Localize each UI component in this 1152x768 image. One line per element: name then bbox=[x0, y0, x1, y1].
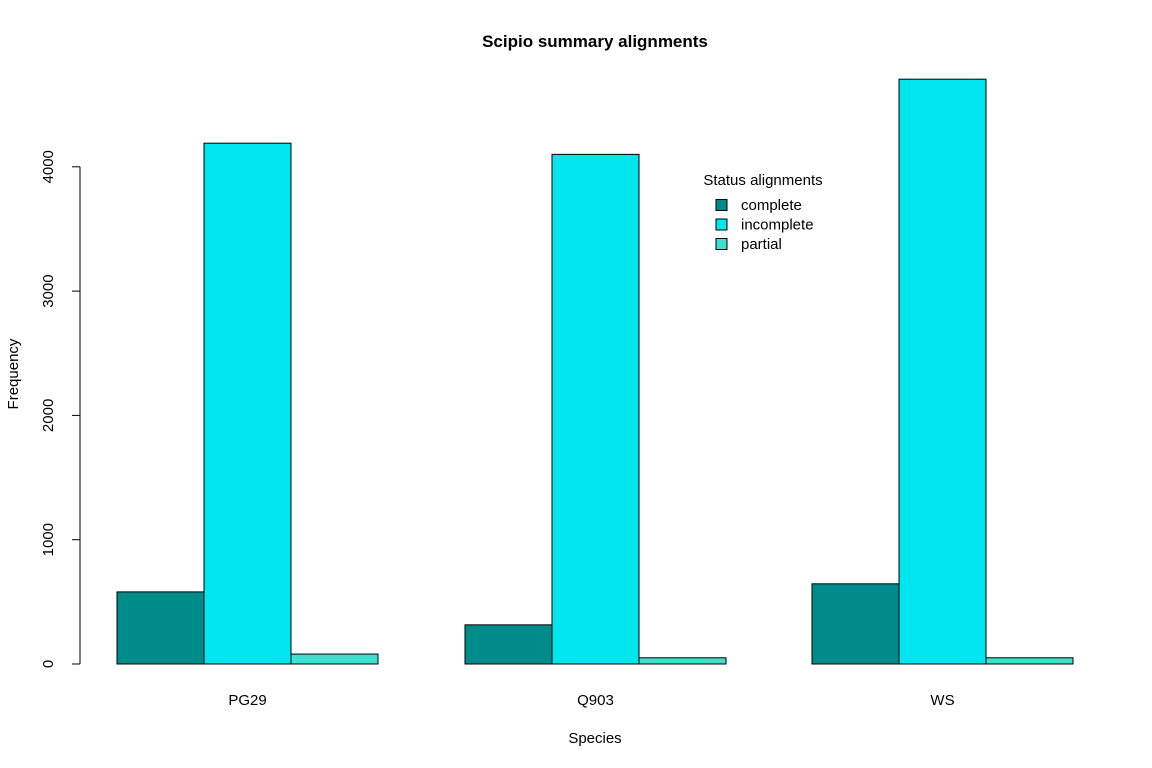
y-tick-label: 1000 bbox=[40, 523, 57, 556]
bars bbox=[116, 78, 1074, 665]
bar-ws-partial bbox=[985, 657, 1074, 665]
y-tick-label: 2000 bbox=[40, 399, 57, 432]
legend-swatch-complete bbox=[715, 199, 728, 211]
bar-q903-complete bbox=[464, 624, 553, 665]
legend-label-complete: complete bbox=[741, 197, 802, 214]
y-axis-title: Frequency bbox=[5, 338, 22, 409]
legend-label-incomplete: incomplete bbox=[741, 217, 814, 234]
chart-title: Scipio summary alignments bbox=[482, 32, 708, 51]
legend-swatch-partial bbox=[715, 238, 728, 250]
bar-pg29-complete bbox=[116, 591, 205, 665]
bar-pg29-partial bbox=[290, 653, 379, 665]
legend-label-partial: partial bbox=[741, 236, 782, 253]
legend: Status alignments complete incomplete part… bbox=[703, 172, 822, 253]
y-axis: 0 1000 2000 3000 4000 bbox=[40, 150, 81, 668]
bar-ws-incomplete bbox=[898, 78, 987, 665]
bar-ws-complete bbox=[811, 583, 900, 665]
x-tick-label: WS bbox=[930, 692, 954, 709]
y-tick-label: 3000 bbox=[40, 274, 57, 307]
bar-q903-partial bbox=[638, 657, 727, 665]
x-tick-label: PG29 bbox=[228, 692, 266, 709]
y-tick-label: 4000 bbox=[40, 150, 57, 183]
y-tick-label: 0 bbox=[40, 660, 57, 668]
x-tick-label: Q903 bbox=[577, 692, 614, 709]
legend-swatch-incomplete bbox=[715, 218, 728, 231]
bar-q903-incomplete bbox=[551, 153, 640, 665]
x-axis-labels: PG29 Q903 WS bbox=[228, 692, 954, 709]
bar-pg29-incomplete bbox=[203, 142, 292, 665]
legend-title: Status alignments bbox=[703, 172, 822, 189]
x-axis-title: Species bbox=[568, 730, 621, 747]
